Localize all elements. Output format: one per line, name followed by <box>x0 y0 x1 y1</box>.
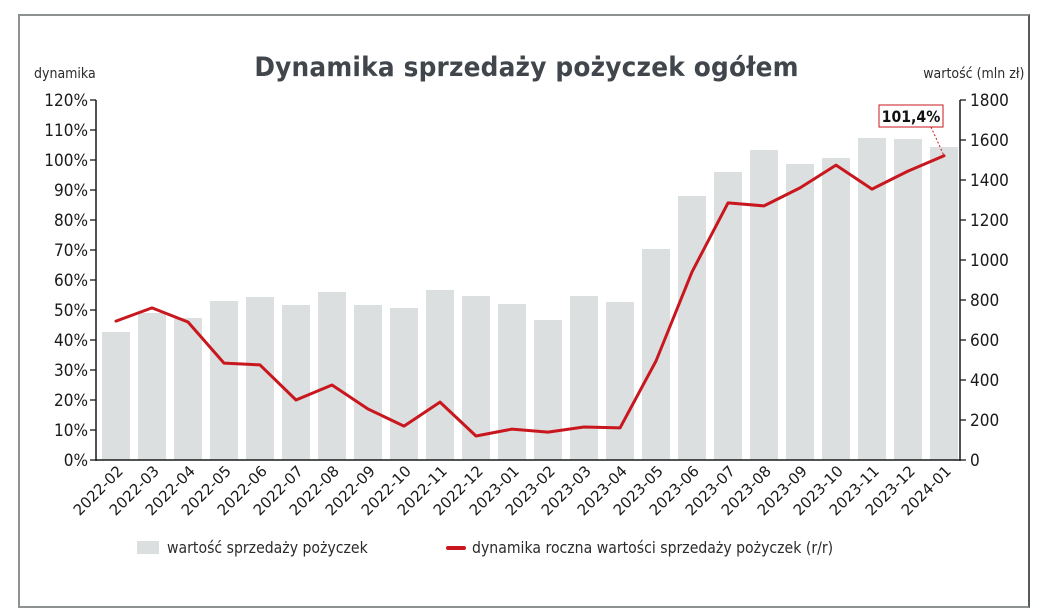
annotation-box <box>878 104 944 128</box>
bar-2022-09 <box>354 305 382 460</box>
bar-2022-05 <box>210 301 238 460</box>
legend-item-bar: wartość sprzedaży pożyczek <box>137 538 395 557</box>
bar-2024-01 <box>930 147 958 460</box>
legend-bar-label: wartość sprzedaży pożyczek <box>167 538 368 557</box>
left-tick-label: 40% <box>54 330 88 350</box>
right-tick-label: 1800 <box>970 90 1009 110</box>
right-tick-label: 200 <box>970 410 999 430</box>
line-swatch-icon <box>446 545 466 550</box>
bar-2023-12 <box>894 139 922 460</box>
bar-2023-07 <box>714 172 742 460</box>
left-tick-label: 80% <box>54 210 88 230</box>
left-tick-label: 0% <box>64 450 88 470</box>
bar-2022-12 <box>462 296 490 460</box>
bar-2022-08 <box>318 292 346 460</box>
left-tick-label: 60% <box>54 270 88 290</box>
bar-2023-06 <box>678 196 706 460</box>
bar-2023-03 <box>570 296 598 460</box>
left-tick-label: 10% <box>54 420 88 440</box>
right-tick-label: 600 <box>970 330 999 350</box>
bar-2022-04 <box>174 318 202 460</box>
left-tick-label: 100% <box>44 150 88 170</box>
left-tick-label: 90% <box>54 180 88 200</box>
left-tick-label: 70% <box>54 240 88 260</box>
bar-2023-08 <box>750 150 778 460</box>
left-axis-title: dynamika <box>34 66 96 82</box>
right-tick-label: 800 <box>970 290 999 310</box>
left-tick-label: 50% <box>54 300 88 320</box>
left-tick-label: 30% <box>54 360 88 380</box>
left-tick-label: 120% <box>44 90 88 110</box>
chart-title: Dynamika sprzedaży pożyczek ogółem <box>254 52 799 83</box>
bar-2022-03 <box>138 313 166 460</box>
left-tick-label: 20% <box>54 390 88 410</box>
right-tick-label: 1400 <box>970 170 1009 190</box>
right-tick-label: 1200 <box>970 210 1009 230</box>
right-tick-label: 1600 <box>970 130 1009 150</box>
chart-frame <box>18 14 1030 608</box>
legend: wartość sprzedaży pożyczek dynamika rocz… <box>0 538 1052 562</box>
bar-2023-04 <box>606 302 634 460</box>
bar-2023-02 <box>534 320 562 460</box>
bar-2022-07 <box>282 305 310 460</box>
right-axis-title: wartość (mln zł) <box>922 66 1024 82</box>
dynamics-line <box>114 154 946 438</box>
right-tick-label: 400 <box>970 370 999 390</box>
legend-item-line: dynamika roczna wartości sprzedaży pożyc… <box>446 538 882 557</box>
bar-swatch-icon <box>137 541 159 554</box>
right-tick-label: 1000 <box>970 250 1009 270</box>
bar-2022-10 <box>390 308 418 460</box>
left-tick-label: 110% <box>44 120 88 140</box>
bar-2022-02 <box>102 332 130 460</box>
bar-2023-01 <box>498 304 526 460</box>
legend-line-label: dynamika roczna wartości sprzedaży pożyc… <box>472 538 834 557</box>
bar-2022-06 <box>246 297 274 460</box>
right-tick-label: 0 <box>970 450 980 470</box>
bar-2022-11 <box>426 290 454 460</box>
bar-2023-11 <box>858 138 886 460</box>
annotation-leader <box>930 126 945 157</box>
annotation-label: 101,4% <box>882 107 941 126</box>
bar-2023-10 <box>822 158 850 460</box>
bar-2023-05 <box>642 249 670 460</box>
bar-2023-09 <box>786 164 814 460</box>
